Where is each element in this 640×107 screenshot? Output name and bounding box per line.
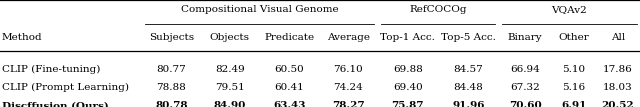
Text: 80.78: 80.78 — [155, 101, 188, 107]
Text: 20.52: 20.52 — [602, 101, 634, 107]
Text: RefCOCOg: RefCOCOg — [410, 5, 467, 14]
Text: 60.41: 60.41 — [274, 83, 304, 92]
Text: Subjects: Subjects — [149, 33, 194, 42]
Text: 5.16: 5.16 — [563, 83, 586, 92]
Text: 79.51: 79.51 — [215, 83, 244, 92]
Text: Binary: Binary — [508, 33, 543, 42]
Text: 78.27: 78.27 — [332, 101, 365, 107]
Text: Average: Average — [327, 33, 370, 42]
Text: 17.86: 17.86 — [603, 65, 633, 74]
Text: Predicate: Predicate — [264, 33, 314, 42]
Text: 84.90: 84.90 — [214, 101, 246, 107]
Text: Discffusion (Ours): Discffusion (Ours) — [2, 101, 109, 107]
Text: CLIP (Prompt Learning): CLIP (Prompt Learning) — [2, 83, 129, 92]
Text: 5.10: 5.10 — [563, 65, 586, 74]
Text: Top-1 Acc.: Top-1 Acc. — [380, 33, 435, 42]
Text: CLIP (Fine-tuning): CLIP (Fine-tuning) — [2, 65, 100, 74]
Text: VQAv2: VQAv2 — [552, 5, 587, 14]
Text: 69.40: 69.40 — [393, 83, 422, 92]
Text: 60.50: 60.50 — [274, 65, 304, 74]
Text: 80.77: 80.77 — [157, 65, 186, 74]
Text: 66.94: 66.94 — [510, 65, 540, 74]
Text: Top-5 Acc.: Top-5 Acc. — [441, 33, 496, 42]
Text: 91.96: 91.96 — [452, 101, 484, 107]
Text: Objects: Objects — [210, 33, 250, 42]
Text: 74.24: 74.24 — [333, 83, 364, 92]
Text: 82.49: 82.49 — [215, 65, 244, 74]
Text: 84.57: 84.57 — [453, 65, 483, 74]
Text: 75.87: 75.87 — [392, 101, 424, 107]
Text: 18.03: 18.03 — [603, 83, 633, 92]
Text: 69.88: 69.88 — [393, 65, 422, 74]
Text: Other: Other — [559, 33, 589, 42]
Text: 6.91: 6.91 — [561, 101, 586, 107]
Text: All: All — [611, 33, 625, 42]
Text: 76.10: 76.10 — [333, 65, 364, 74]
Text: 78.88: 78.88 — [157, 83, 186, 92]
Text: Compositional Visual Genome: Compositional Visual Genome — [181, 5, 339, 14]
Text: Method: Method — [2, 33, 42, 42]
Text: 70.60: 70.60 — [509, 101, 541, 107]
Text: 84.48: 84.48 — [453, 83, 483, 92]
Text: 67.32: 67.32 — [510, 83, 540, 92]
Text: 63.43: 63.43 — [273, 101, 305, 107]
